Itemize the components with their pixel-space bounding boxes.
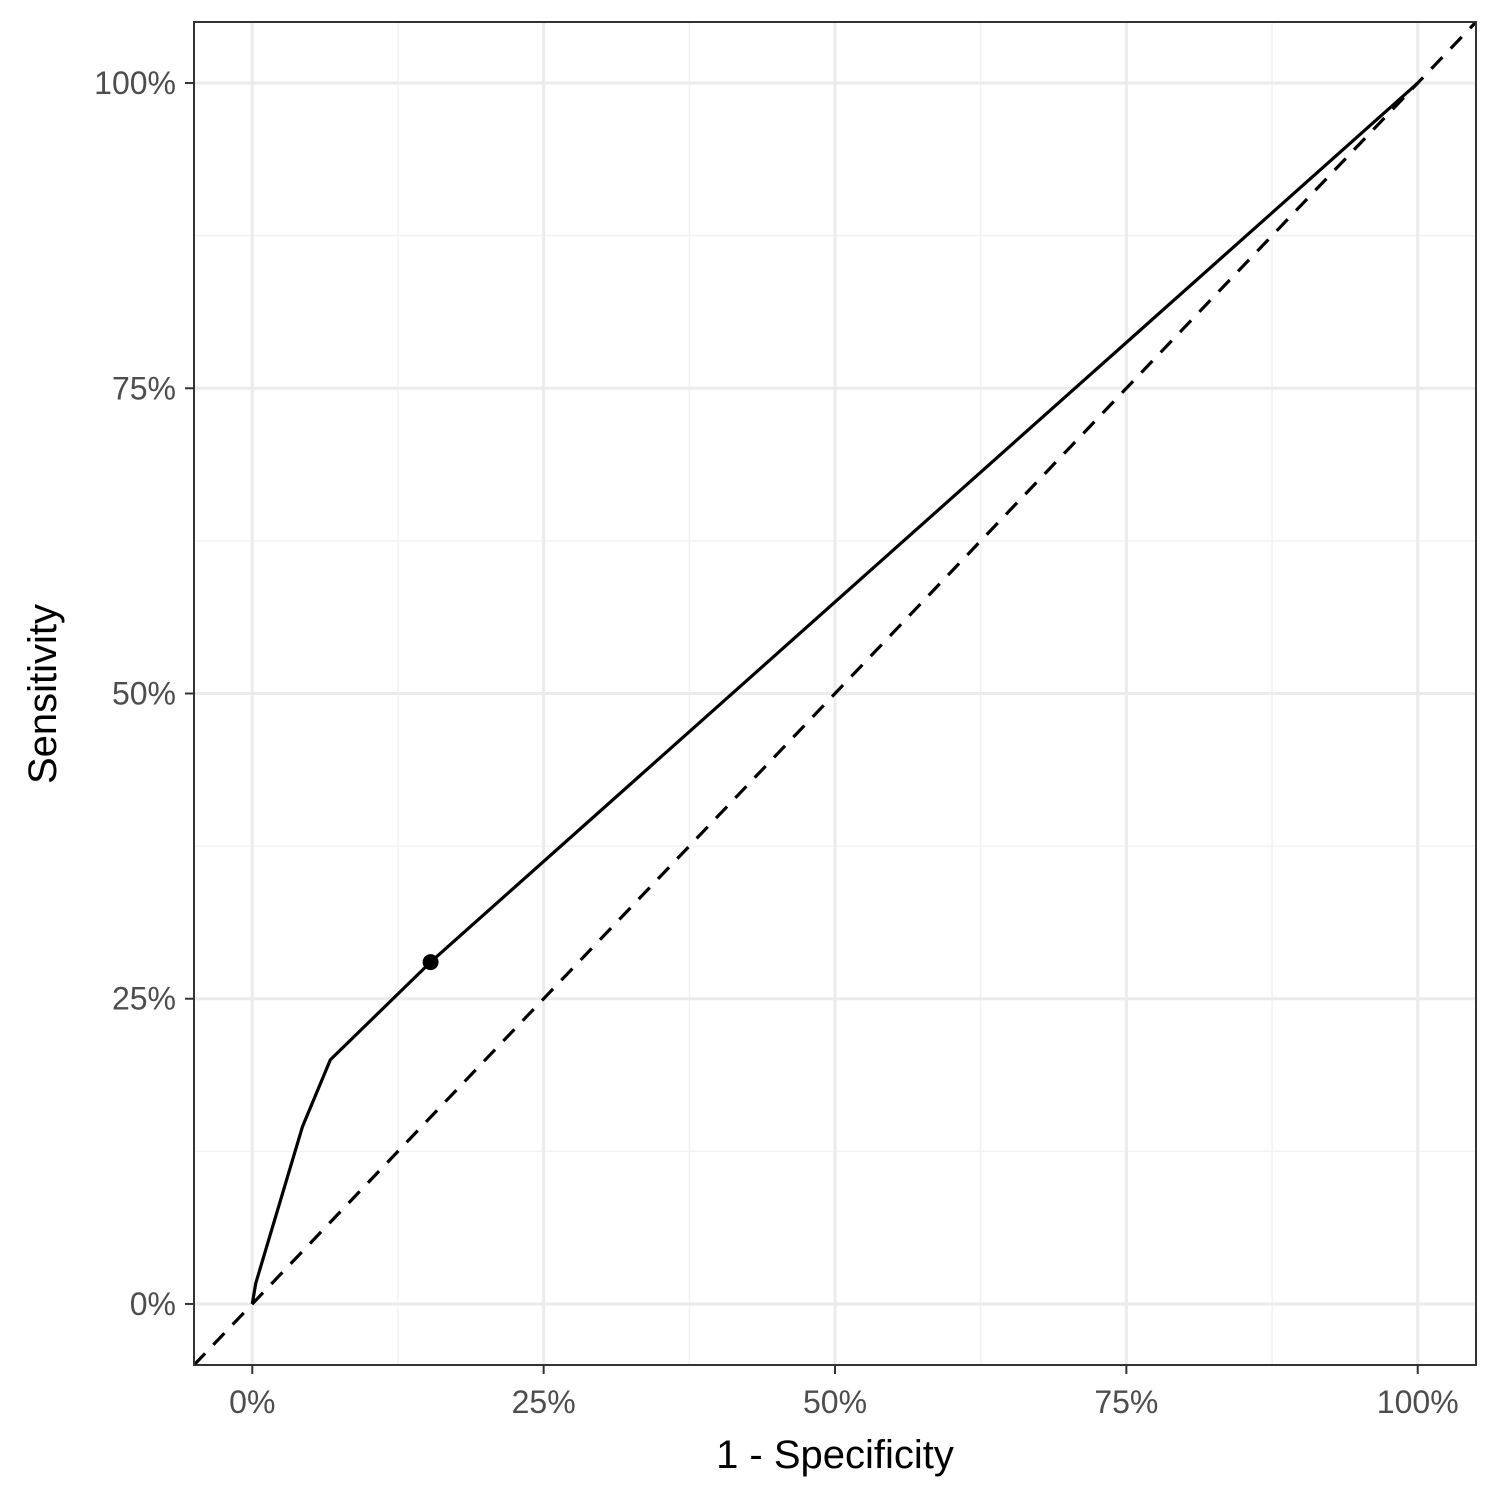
roc-curve-line [250,81,1419,1305]
y-axis-ticks: 0% 25% 50% 75% 100% [94,65,194,1322]
y-tick-label: 25% [112,981,176,1017]
x-axis-ticks: 0% 25% 50% 75% 100% [229,1365,1459,1420]
points-layer [422,954,439,971]
x-tick-label: 0% [229,1384,275,1420]
y-tick-label: 100% [94,65,176,101]
x-tick-label: 100% [1377,1384,1459,1420]
x-tick-label: 50% [803,1384,867,1420]
x-tick-label: 75% [1094,1384,1158,1420]
y-tick-label: 50% [112,676,176,712]
optimal-cutoff-point [422,954,439,971]
x-axis-title: 1 - Specificity [716,1433,954,1477]
y-tick-label: 75% [112,370,176,406]
major-grid [194,22,1476,1365]
reference-diagonal-line [194,22,1476,1365]
y-tick-label: 0% [130,1286,176,1322]
series-layer [194,22,1476,1365]
y-axis-title: Sensitivity [21,604,65,784]
x-tick-label: 25% [512,1384,576,1420]
